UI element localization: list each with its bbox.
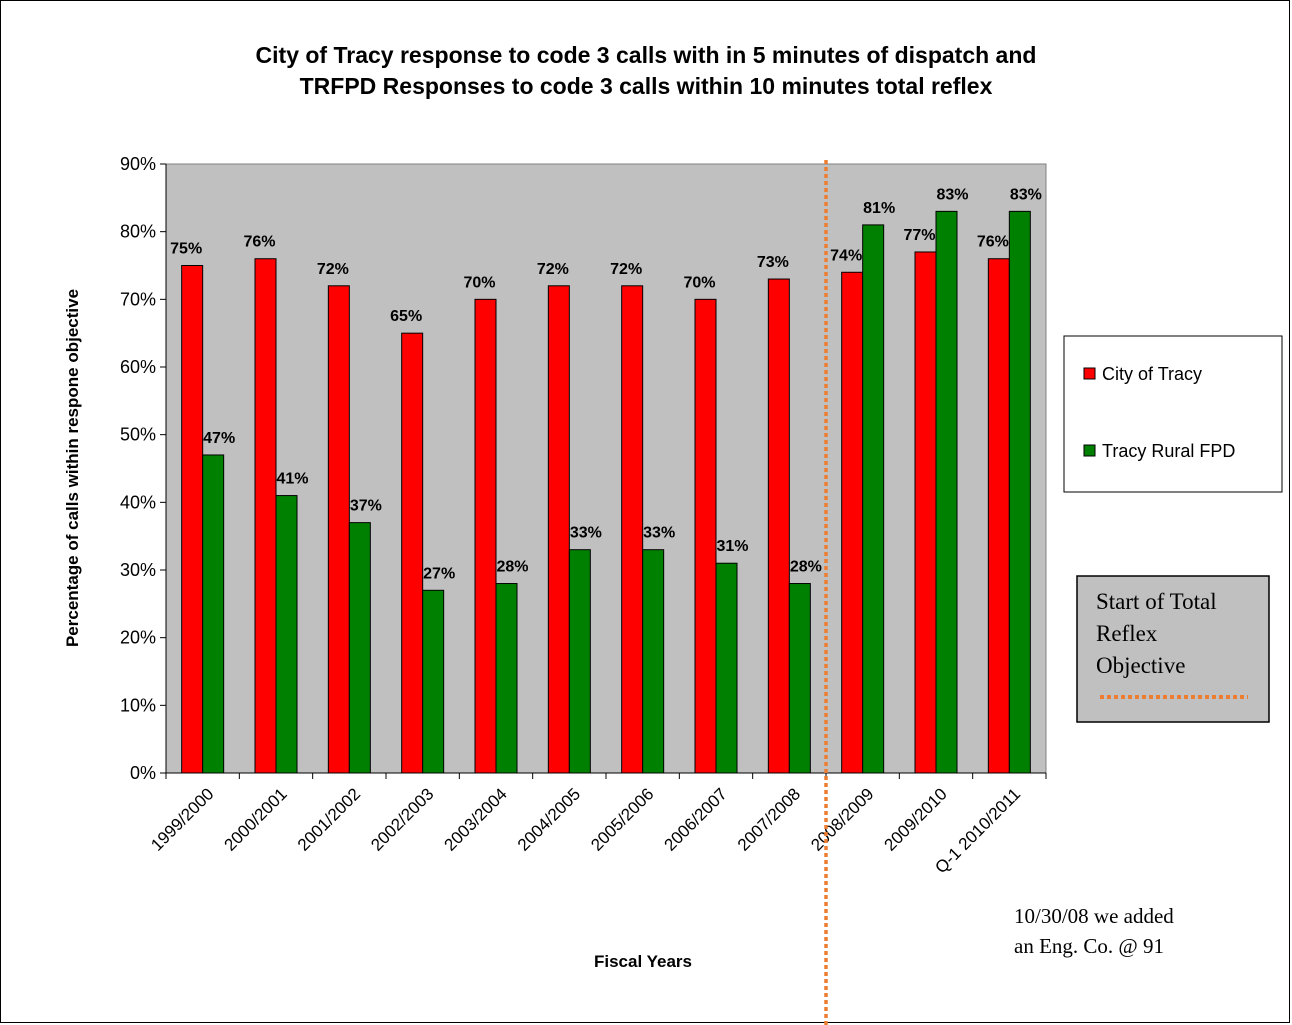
y-tick-label: 20%: [120, 628, 156, 648]
bar-city-of-tracy: [694, 298, 717, 774]
x-tick-label: 2005/2006: [587, 784, 657, 854]
y-tick-label: 90%: [120, 154, 156, 174]
data-label: 74%: [830, 247, 862, 264]
bar-city-of-tracy: [767, 278, 790, 774]
data-label: 76%: [977, 234, 1009, 251]
annotation-text: Objective: [1096, 653, 1185, 678]
note-text: an Eng. Co. @ 91: [1014, 934, 1164, 958]
data-label: 83%: [936, 186, 968, 203]
bar-tracy-rural-fpd: [935, 210, 958, 774]
bar-tracy-rural-fpd: [348, 522, 371, 774]
bar-tracy-rural-fpd: [788, 583, 811, 774]
annotation-text: Reflex: [1096, 621, 1158, 646]
data-label: 83%: [1010, 186, 1042, 203]
bar-tracy-rural-fpd: [495, 583, 518, 774]
y-tick-label: 80%: [120, 222, 156, 242]
x-tick-label: 2001/2002: [294, 784, 364, 854]
data-label: 70%: [683, 274, 715, 291]
chart-title-line: City of Tracy response to code 3 calls w…: [256, 42, 1037, 68]
bar-city-of-tracy: [474, 298, 497, 774]
y-axis-title: Percentage of calls within respone objec…: [63, 289, 82, 647]
data-label: 73%: [757, 254, 789, 271]
x-tick-label: 1999/2000: [147, 784, 217, 854]
data-label: 75%: [170, 241, 202, 258]
x-tick-label: 2007/2008: [734, 784, 804, 854]
y-tick-label: 0%: [130, 763, 156, 783]
x-tick-label: 2009/2010: [881, 784, 951, 854]
plot-area: [165, 163, 1047, 774]
y-tick-label: 60%: [120, 357, 156, 377]
bar-tracy-rural-fpd: [422, 589, 445, 774]
y-tick-label: 30%: [120, 560, 156, 580]
y-tick-label: 10%: [120, 695, 156, 715]
bar-city-of-tracy: [841, 271, 864, 774]
x-tick-label: 2002/2003: [367, 784, 437, 854]
x-tick-label: 2000/2001: [221, 784, 291, 854]
chart-title-line: TRFPD Responses to code 3 calls within 1…: [300, 73, 993, 99]
note-text: 10/30/08 we added: [1014, 904, 1174, 928]
bar-tracy-rural-fpd: [202, 454, 225, 774]
y-tick-label: 40%: [120, 492, 156, 512]
bar-city-of-tracy: [547, 285, 570, 774]
data-label: 77%: [903, 227, 935, 244]
x-axis-title: Fiscal Years: [594, 952, 692, 971]
bar-tracy-rural-fpd: [862, 224, 885, 774]
x-tick-label: 2003/2004: [441, 784, 511, 854]
bar-tracy-rural-fpd: [715, 562, 738, 774]
legend-swatch: [1083, 444, 1096, 457]
data-label: 65%: [390, 308, 422, 325]
bar-city-of-tracy: [914, 251, 937, 774]
data-label: 27%: [423, 565, 455, 582]
bar-city-of-tracy: [181, 265, 204, 774]
data-label: 47%: [203, 430, 235, 447]
bar-city-of-tracy: [254, 258, 277, 774]
bar-tracy-rural-fpd: [1008, 210, 1031, 774]
x-tick-label: 2004/2005: [514, 784, 584, 854]
legend-label: Tracy Rural FPD: [1102, 441, 1235, 461]
annotation-text: Start of Total: [1096, 589, 1217, 614]
bar-tracy-rural-fpd: [568, 549, 591, 774]
x-tick-label: 2008/2009: [807, 784, 877, 854]
bar-tracy-rural-fpd: [642, 549, 665, 774]
legend-label: City of Tracy: [1102, 364, 1202, 384]
data-label: 81%: [863, 200, 895, 217]
data-label: 33%: [643, 525, 675, 542]
data-label: 72%: [317, 261, 349, 278]
data-label: 28%: [496, 559, 528, 576]
data-label: 72%: [537, 261, 569, 278]
data-label: 33%: [570, 525, 602, 542]
data-label: 37%: [350, 498, 382, 515]
legend-swatch: [1083, 367, 1096, 380]
data-label: 76%: [243, 234, 275, 251]
bar-tracy-rural-fpd: [275, 495, 298, 774]
data-label: 70%: [463, 274, 495, 291]
data-label: 31%: [716, 538, 748, 555]
bar-city-of-tracy: [327, 285, 350, 774]
data-label: 28%: [790, 559, 822, 576]
data-label: 72%: [610, 261, 642, 278]
legend-box: [1063, 335, 1283, 493]
bar-city-of-tracy: [621, 285, 644, 774]
y-tick-label: 70%: [120, 289, 156, 309]
data-label: 41%: [276, 471, 308, 488]
bar-city-of-tracy: [401, 332, 424, 774]
x-tick-label: 2006/2007: [661, 784, 731, 854]
y-tick-label: 50%: [120, 425, 156, 445]
bar-city-of-tracy: [987, 258, 1010, 774]
